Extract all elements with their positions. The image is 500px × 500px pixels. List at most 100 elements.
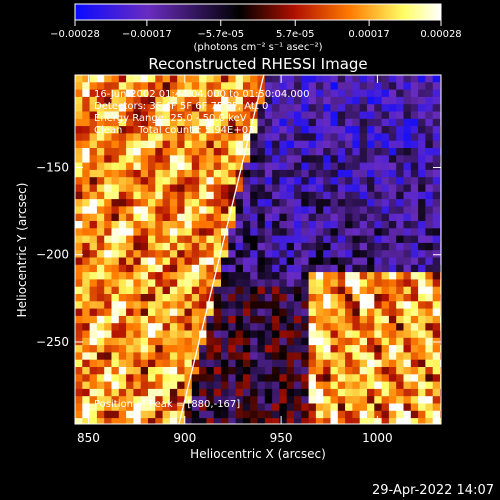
heatmap-cell	[228, 323, 236, 331]
heatmap-cell	[257, 184, 266, 193]
heatmap-cell	[374, 169, 382, 178]
heatmap-cell	[89, 140, 98, 149]
heatmap-cell	[133, 345, 142, 353]
heatmap-cell	[206, 272, 215, 280]
heatmap-cell	[374, 272, 382, 280]
heatmap-cell	[323, 410, 331, 419]
heatmap-cell	[118, 286, 127, 295]
heatmap-cell	[403, 279, 412, 288]
heatmap-cell	[418, 396, 426, 404]
heatmap-cell	[418, 301, 426, 309]
heatmap-cell	[82, 330, 90, 339]
heatmap-cell	[294, 133, 302, 142]
heatmap-cell	[140, 345, 149, 353]
heatmap-cell	[403, 221, 412, 229]
heatmap-cell	[367, 403, 375, 412]
heatmap-cell	[396, 75, 404, 83]
heatmap-cell	[286, 96, 295, 105]
heatmap-cell	[169, 148, 178, 156]
heatmap-cell	[301, 82, 309, 90]
heatmap-cell	[337, 330, 346, 339]
heatmap-cell	[425, 221, 434, 229]
heatmap-cell	[235, 330, 244, 339]
heatmap-cell	[352, 410, 361, 419]
heatmap-cell	[286, 388, 295, 397]
heatmap-cell	[279, 133, 288, 142]
heatmap-cell	[191, 374, 200, 382]
heatmap-cell	[264, 228, 273, 236]
heatmap-cell	[323, 111, 331, 120]
heatmap-cell	[308, 257, 317, 266]
heatmap-cell	[250, 359, 258, 368]
heatmap-cell	[177, 191, 185, 200]
heatmap-cell	[257, 374, 266, 382]
heatmap-cell	[410, 410, 419, 419]
heatmap-cell	[367, 272, 375, 280]
heatmap-cell	[140, 323, 149, 331]
heatmap-cell	[82, 410, 90, 419]
heatmap-cell	[374, 96, 382, 105]
heatmap-cell	[279, 199, 288, 207]
heatmap-cell	[396, 279, 404, 288]
heatmap-cell	[388, 410, 397, 419]
heatmap-cell	[359, 345, 368, 353]
heatmap-cell	[264, 359, 273, 368]
heatmap-cell	[294, 169, 302, 178]
heatmap-cell	[323, 228, 331, 236]
heatmap-cell	[242, 242, 251, 251]
heatmap-cell	[403, 140, 412, 149]
heatmap-cell	[82, 374, 90, 382]
heatmap-cell	[140, 242, 149, 251]
heatmap-cell	[410, 264, 419, 273]
heatmap-cell	[242, 381, 251, 390]
heatmap-cell	[126, 177, 134, 185]
heatmap-cell	[345, 272, 353, 280]
heatmap-cell	[367, 199, 375, 207]
heatmap-cell	[388, 388, 397, 397]
heatmap-cell	[374, 294, 382, 302]
heatmap-cell	[213, 184, 222, 193]
heatmap-cell	[425, 96, 434, 105]
heatmap-cell	[432, 206, 441, 215]
heatmap-cell	[82, 118, 90, 127]
heatmap-cell	[82, 301, 90, 309]
heatmap-cell	[199, 388, 207, 397]
heatmap-cell	[82, 359, 90, 368]
heatmap-cell	[221, 396, 229, 404]
heatmap-cell	[323, 118, 331, 127]
heatmap-cell	[323, 206, 331, 215]
heatmap-cell	[82, 162, 90, 171]
heatmap-cell	[308, 89, 317, 98]
heatmap-cell	[242, 177, 251, 185]
heatmap-cell	[82, 140, 90, 149]
heatmap-cell	[388, 403, 397, 412]
heatmap-cell	[177, 352, 185, 361]
heatmap-cell	[169, 96, 178, 105]
heatmap-cell	[221, 337, 229, 346]
heatmap-cell	[89, 272, 98, 280]
heatmap-cell	[140, 235, 149, 244]
heatmap-cell	[191, 264, 200, 273]
heatmap-cell	[410, 323, 419, 331]
heatmap-cell	[388, 111, 397, 120]
heatmap-cell	[155, 126, 163, 134]
heatmap-cell	[388, 272, 397, 280]
heatmap-cell	[367, 235, 375, 244]
heatmap-cell	[111, 367, 120, 375]
heatmap-cell	[308, 213, 317, 222]
heatmap-cell	[242, 330, 251, 339]
heatmap-cell	[315, 418, 324, 424]
heatmap-cell	[403, 82, 412, 90]
heatmap-cell	[162, 177, 171, 185]
heatmap-cell	[235, 89, 244, 98]
heatmap-cell	[75, 257, 83, 266]
y-tick-label: −150	[36, 160, 69, 174]
heatmap-cell	[89, 279, 98, 288]
heatmap-cell	[257, 323, 266, 331]
heatmap-cell	[257, 257, 266, 266]
heatmap-cell	[118, 82, 127, 90]
heatmap-cell	[432, 294, 441, 302]
heatmap-cell	[257, 126, 266, 134]
heatmap-cell	[148, 337, 156, 346]
heatmap-cell	[403, 345, 412, 353]
